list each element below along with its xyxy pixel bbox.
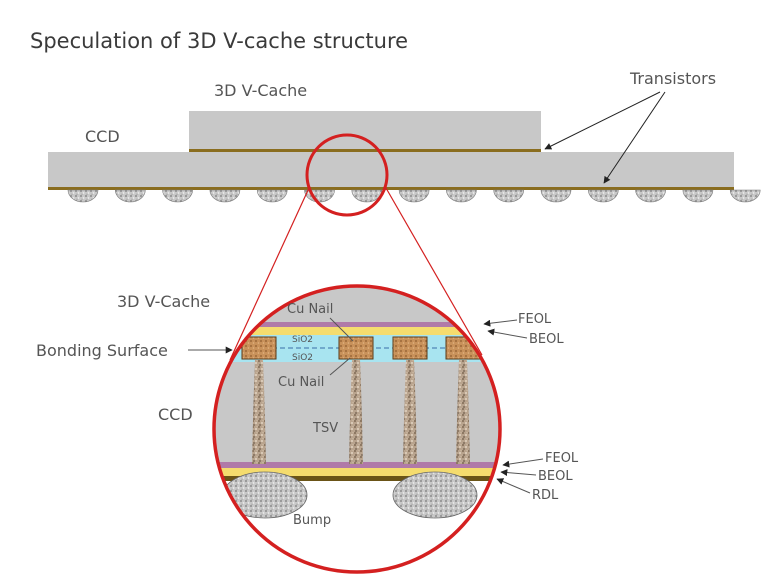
top-vcache-transistor-layer bbox=[189, 149, 541, 152]
zoom-vcache-label: 3D V-Cache bbox=[117, 292, 210, 311]
tsv-label: TSV bbox=[312, 421, 338, 436]
cu-nail-top-label: Cu Nail bbox=[287, 302, 333, 317]
rdl-arrow bbox=[496, 478, 531, 494]
magnifier-small-circle bbox=[305, 133, 389, 217]
cu-nail-group bbox=[241, 336, 481, 360]
top-bump bbox=[67, 189, 99, 203]
cu-nail-top-leader bbox=[329, 317, 354, 342]
top-bump bbox=[587, 189, 619, 203]
top-bump bbox=[162, 189, 193, 203]
sio2-top-label: SiO2 bbox=[292, 335, 313, 345]
tsv-via bbox=[456, 360, 470, 464]
zoom-detail bbox=[214, 286, 500, 519]
tsv-via bbox=[349, 360, 363, 464]
zoom-beol-top-layer bbox=[214, 327, 500, 335]
top-ccd-transistor-layer bbox=[48, 187, 734, 190]
magnifier-line-left bbox=[229, 187, 310, 361]
top-ccd-die bbox=[48, 152, 734, 188]
cu-nail-block bbox=[338, 336, 374, 360]
top-bump-row bbox=[67, 189, 761, 203]
beol-top-arrow bbox=[487, 328, 528, 339]
cu-nail-bottom-leader bbox=[329, 357, 351, 376]
feol-bottom-arrow bbox=[502, 458, 544, 468]
beol-top-label: BEOL bbox=[529, 332, 564, 347]
beol-bottom-arrow bbox=[500, 469, 537, 477]
diagram-title: Speculation of 3D V-cache structure bbox=[30, 29, 408, 53]
top-vcache-label: 3D V-Cache bbox=[214, 81, 307, 100]
tsv-via bbox=[252, 360, 266, 464]
zoom-bump-right bbox=[392, 471, 478, 519]
transistors-label: Transistors bbox=[629, 69, 716, 88]
cu-nail-block bbox=[241, 336, 277, 360]
transistor-arrow-ccd bbox=[603, 91, 666, 184]
top-bump bbox=[682, 189, 714, 203]
top-bump bbox=[446, 189, 477, 203]
rdl-label: RDL bbox=[532, 488, 559, 503]
feol-bottom-label: FEOL bbox=[545, 451, 579, 466]
cu-nail-block bbox=[392, 336, 428, 360]
top-bump bbox=[114, 189, 146, 203]
top-bump bbox=[304, 189, 335, 203]
top-bump bbox=[540, 189, 572, 203]
zoom-bump-left bbox=[222, 471, 308, 519]
bump-label: Bump bbox=[293, 513, 331, 528]
top-ccd-label: CCD bbox=[85, 127, 120, 146]
zoom-feol-top-layer bbox=[214, 322, 500, 327]
tsv-group bbox=[252, 360, 470, 464]
beol-bottom-label: BEOL bbox=[538, 469, 573, 484]
sio2-bottom-label: SiO2 bbox=[292, 353, 313, 363]
zoom-beol-bottom-layer bbox=[214, 468, 500, 476]
tsv-via bbox=[403, 360, 417, 464]
top-bump bbox=[209, 189, 241, 203]
top-bump bbox=[398, 189, 430, 203]
top-vcache-die bbox=[189, 111, 541, 151]
feol-top-arrow bbox=[483, 319, 518, 327]
top-bump bbox=[635, 189, 666, 203]
cu-nail-bottom-label: Cu Nail bbox=[278, 375, 324, 390]
zoom-feol-bottom-layer bbox=[214, 462, 500, 468]
feol-top-label: FEOL bbox=[518, 312, 552, 327]
top-bump bbox=[493, 189, 525, 203]
magnifier-line-right bbox=[385, 187, 483, 356]
transistor-arrow-vcache bbox=[544, 91, 661, 150]
bonding-surface-label: Bonding Surface bbox=[36, 341, 168, 360]
top-bump bbox=[256, 189, 288, 203]
top-bump bbox=[729, 189, 761, 203]
zoom-ccd-label: CCD bbox=[158, 405, 193, 424]
magnifier-large-circle bbox=[212, 284, 502, 574]
zoom-rdl-layer bbox=[214, 476, 500, 481]
